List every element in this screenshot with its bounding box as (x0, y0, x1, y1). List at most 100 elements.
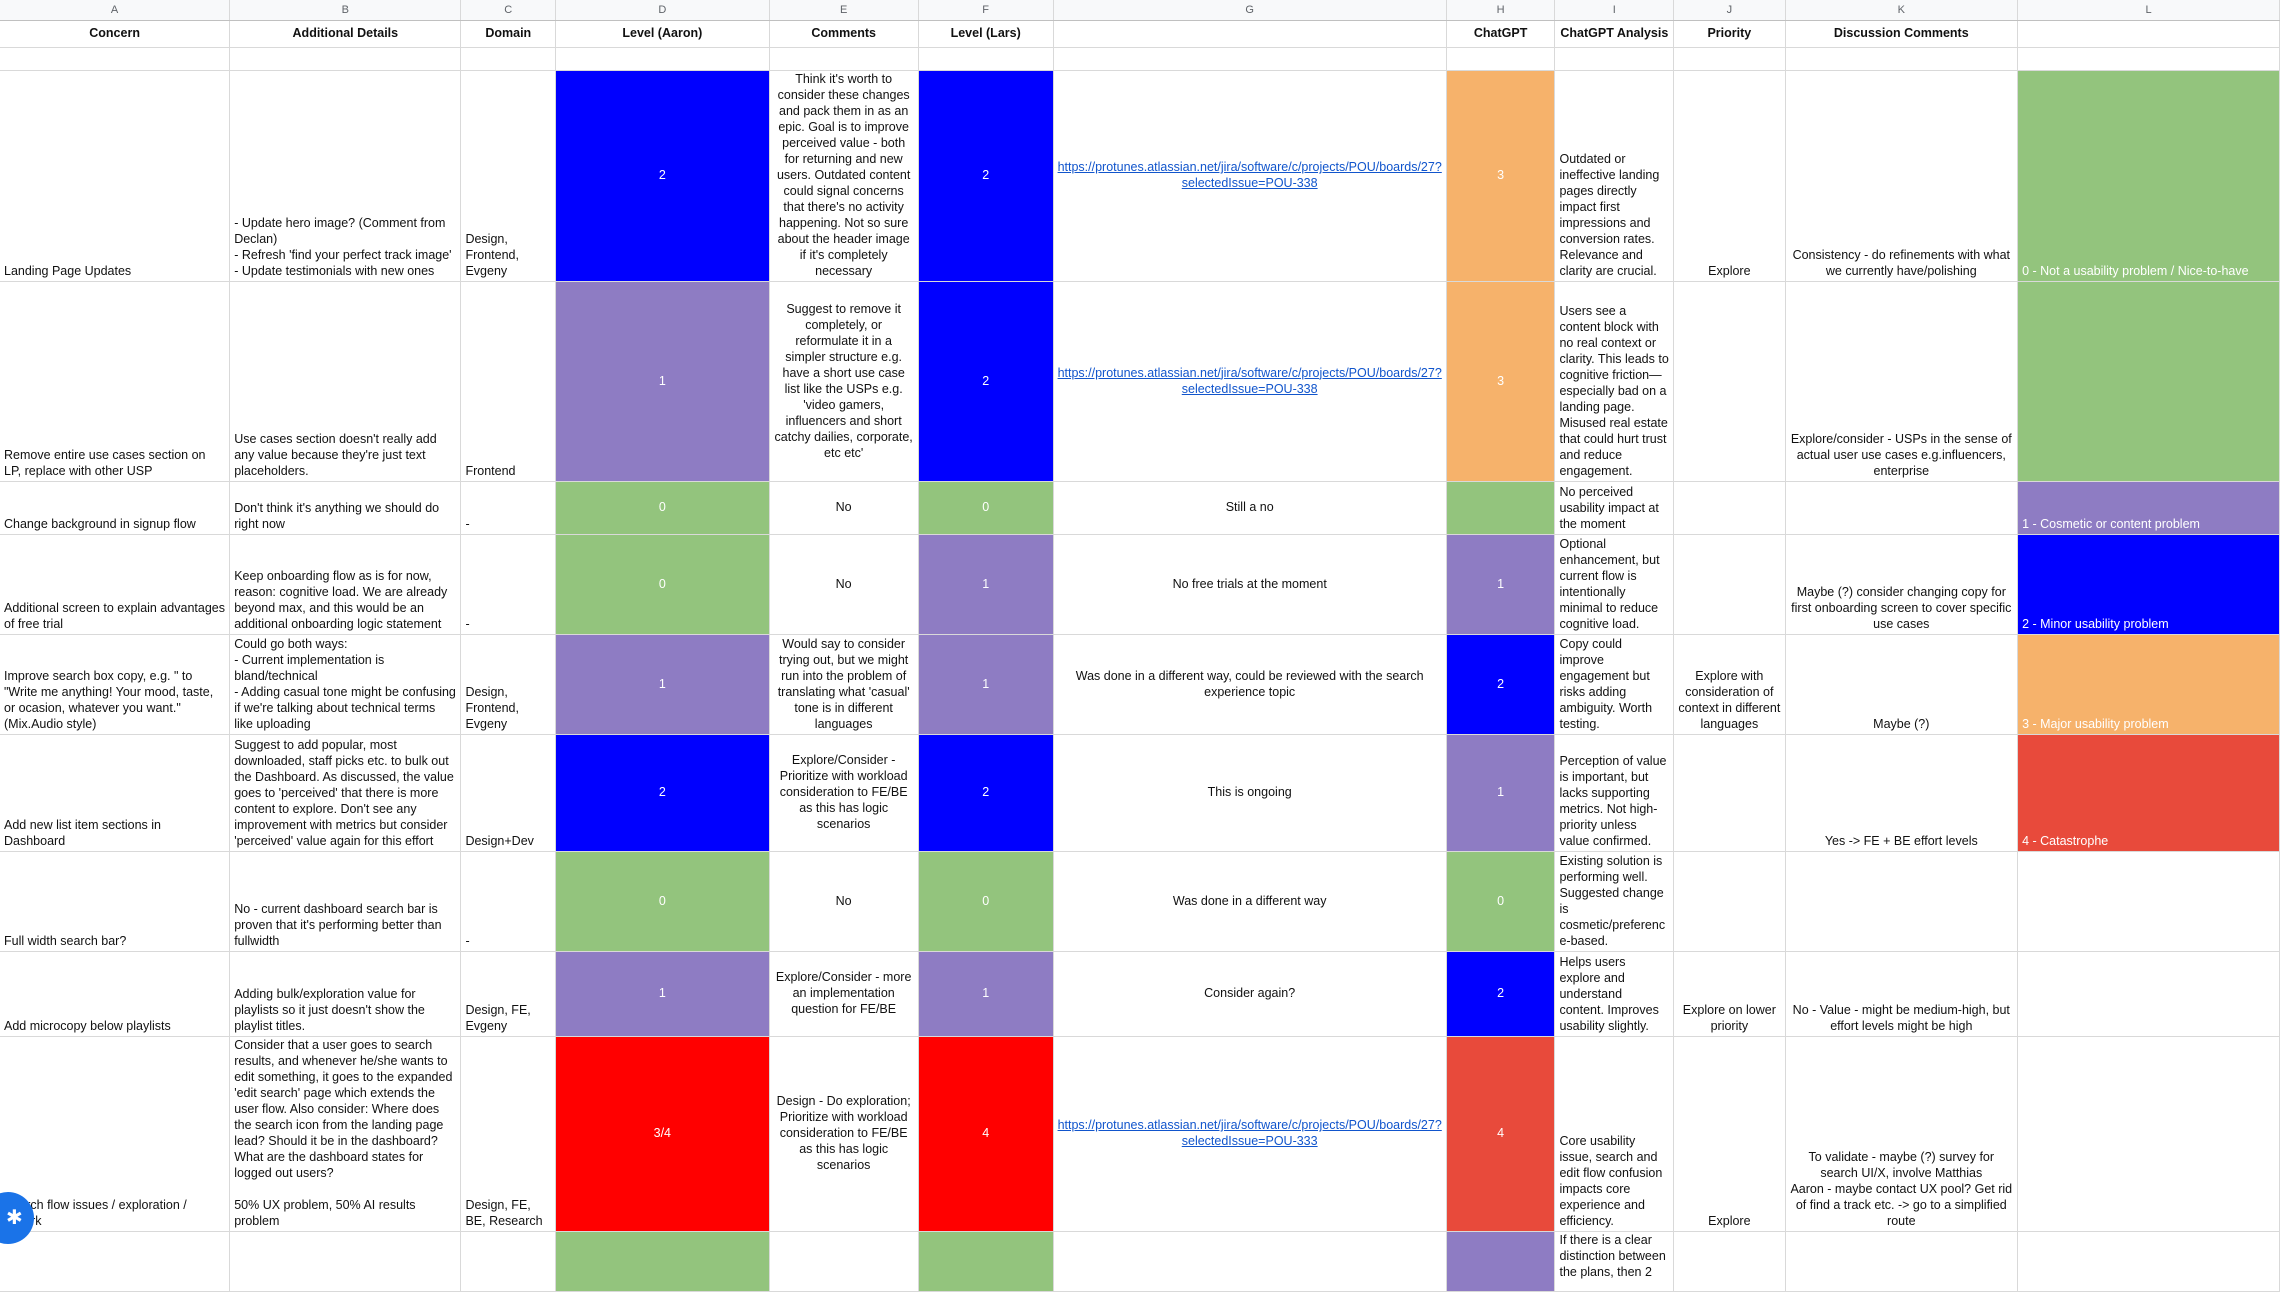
domain-cell[interactable]: Design, FE, BE, Research (460, 1036, 557, 1232)
discussion-cell[interactable] (1785, 481, 2019, 535)
notes-cell[interactable]: Was done in a different way (1053, 851, 1447, 952)
level-lars-cell[interactable]: 0 (918, 851, 1054, 952)
analysis-cell[interactable]: No perceived usability impact at the mom… (1554, 481, 1675, 535)
level-lars-cell[interactable]: 0 (918, 481, 1054, 535)
cell[interactable] (918, 47, 1054, 71)
comments-cell[interactable] (769, 1231, 919, 1292)
domain-cell[interactable]: Frontend (460, 281, 557, 482)
priority-cell[interactable] (1673, 481, 1786, 535)
priority-cell[interactable] (1673, 281, 1786, 482)
ticket-link[interactable]: https://protunes.atlassian.net/jira/soft… (1057, 160, 1442, 190)
cell[interactable] (1785, 47, 2019, 71)
priority-cell[interactable]: Explore (1673, 1036, 1786, 1232)
column-letter[interactable]: F (918, 0, 1054, 21)
notes-cell[interactable]: This is ongoing (1053, 734, 1447, 852)
chatgpt-level-cell[interactable] (1446, 1231, 1556, 1292)
notes-cell[interactable]: Consider again? (1053, 951, 1447, 1037)
analysis-cell[interactable]: Core usability issue, search and edit fl… (1554, 1036, 1675, 1232)
discussion-cell[interactable] (1785, 1231, 2019, 1292)
legend-cell[interactable] (2017, 1036, 2280, 1232)
column-letter[interactable]: E (769, 0, 919, 21)
legend-cell[interactable]: 4 - Catastrophe (2017, 734, 2280, 852)
discussion-cell[interactable]: Maybe (?) (1785, 634, 2019, 735)
concern-cell[interactable]: Improve search box copy, e.g. " to "Writ… (0, 634, 231, 735)
header-chatgpt-analysis[interactable]: ChatGPT Analysis (1554, 20, 1675, 48)
legend-cell[interactable]: 1 - Cosmetic or content problem (2017, 481, 2280, 535)
legend-cell[interactable]: 3 - Major usability problem (2017, 634, 2280, 735)
column-letter[interactable]: L (2017, 0, 2280, 21)
header-level-aaron[interactable]: Level (Aaron) (555, 20, 770, 48)
column-letter[interactable]: I (1554, 0, 1675, 21)
cell[interactable] (769, 47, 919, 71)
analysis-cell[interactable]: Helps users explore and understand conte… (1554, 951, 1675, 1037)
level-aaron-cell[interactable]: 1 (555, 281, 770, 482)
discussion-cell[interactable]: No - Value - might be medium-high, but e… (1785, 951, 2019, 1037)
cell[interactable] (1673, 47, 1786, 71)
cell[interactable] (555, 47, 770, 71)
level-aaron-cell[interactable] (555, 1231, 770, 1292)
chatgpt-level-cell[interactable]: 2 (1446, 634, 1556, 735)
concern-cell[interactable]: Change background in signup flow (0, 481, 231, 535)
domain-cell[interactable]: Design, Frontend, Evgeny (460, 634, 557, 735)
concern-cell[interactable]: Additional screen to explain advantages … (0, 534, 231, 635)
details-cell[interactable]: - Update hero image? (Comment from Decla… (229, 70, 462, 282)
chatgpt-level-cell[interactable]: 4 (1446, 1036, 1556, 1232)
concern-cell[interactable]: Add microcopy below playlists (0, 951, 231, 1037)
level-lars-cell[interactable]: 1 (918, 951, 1054, 1037)
chatgpt-level-cell[interactable]: 3 (1446, 281, 1556, 482)
details-cell[interactable]: Keep onboarding flow as is for now, reas… (229, 534, 462, 635)
details-cell[interactable]: No - current dashboard search bar is pro… (229, 851, 462, 952)
header-priority[interactable]: Priority (1673, 20, 1786, 48)
column-letter[interactable]: C (460, 0, 557, 21)
concern-cell[interactable]: Full width search bar? (0, 851, 231, 952)
analysis-cell[interactable]: Optional enhancement, but current flow i… (1554, 534, 1675, 635)
ticket-link-cell[interactable]: https://protunes.atlassian.net/jira/soft… (1053, 70, 1447, 282)
header-level-lars[interactable]: Level (Lars) (918, 20, 1054, 48)
domain-cell[interactable]: Design, FE, Evgeny (460, 951, 557, 1037)
discussion-cell[interactable]: Consistency - do refinements with what w… (1785, 70, 2019, 282)
column-letter[interactable]: G (1053, 0, 1447, 21)
discussion-cell[interactable]: Explore/consider - USPs in the sense of … (1785, 281, 2019, 482)
domain-cell[interactable]: - (460, 534, 557, 635)
analysis-cell[interactable]: Existing solution is performing well. Su… (1554, 851, 1675, 952)
details-cell[interactable]: Adding bulk/exploration value for playli… (229, 951, 462, 1037)
level-lars-cell[interactable]: 1 (918, 534, 1054, 635)
concern-cell[interactable]: Add new list item sections in Dashboard (0, 734, 231, 852)
header-concern[interactable]: Concern (0, 20, 231, 48)
discussion-cell[interactable] (1785, 851, 2019, 952)
legend-cell[interactable]: 2 - Minor usability problem (2017, 534, 2280, 635)
domain-cell[interactable]: Design, Frontend, Evgeny (460, 70, 557, 282)
comments-cell[interactable]: No (769, 851, 919, 952)
level-lars-cell[interactable]: 4 (918, 1036, 1054, 1232)
priority-cell[interactable] (1673, 534, 1786, 635)
analysis-cell[interactable]: If there is a clear distinction between … (1554, 1231, 1675, 1292)
chatgpt-level-cell[interactable]: 2 (1446, 951, 1556, 1037)
cell[interactable] (0, 47, 231, 71)
cell[interactable] (229, 47, 462, 71)
level-aaron-cell[interactable]: 0 (555, 851, 770, 952)
header-details[interactable]: Additional Details (229, 20, 462, 48)
legend-cell[interactable] (2017, 1231, 2280, 1292)
details-cell[interactable] (229, 1231, 462, 1292)
level-aaron-cell[interactable]: 0 (555, 481, 770, 535)
domain-cell[interactable]: - (460, 851, 557, 952)
header-comments[interactable]: Comments (769, 20, 919, 48)
discussion-cell[interactable]: Yes -> FE + BE effort levels (1785, 734, 2019, 852)
column-letter[interactable]: A (0, 0, 231, 21)
level-aaron-cell[interactable]: 2 (555, 734, 770, 852)
priority-cell[interactable] (1673, 734, 1786, 852)
header-chatgpt[interactable]: ChatGPT (1446, 20, 1556, 48)
level-aaron-cell[interactable]: 0 (555, 534, 770, 635)
header-domain[interactable]: Domain (460, 20, 557, 48)
priority-cell[interactable] (1673, 851, 1786, 952)
notes-cell[interactable]: Still a no (1053, 481, 1447, 535)
ticket-link-cell[interactable]: https://protunes.atlassian.net/jira/soft… (1053, 281, 1447, 482)
level-aaron-cell[interactable]: 1 (555, 951, 770, 1037)
analysis-cell[interactable]: Perception of value is important, but la… (1554, 734, 1675, 852)
level-aaron-cell[interactable]: 3/4 (555, 1036, 770, 1232)
details-cell[interactable]: Use cases section doesn't really add any… (229, 281, 462, 482)
level-aaron-cell[interactable]: 1 (555, 634, 770, 735)
details-cell[interactable]: Don't think it's anything we should do r… (229, 481, 462, 535)
concern-cell[interactable]: Landing Page Updates (0, 70, 231, 282)
level-lars-cell[interactable]: 1 (918, 634, 1054, 735)
